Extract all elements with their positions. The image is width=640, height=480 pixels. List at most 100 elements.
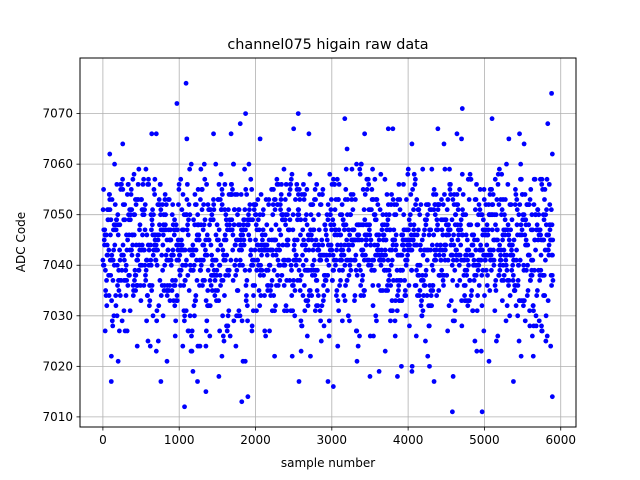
data-point <box>201 222 207 228</box>
data-point <box>454 283 460 288</box>
data-point <box>391 227 397 233</box>
data-point <box>476 202 482 207</box>
data-point <box>313 197 318 202</box>
data-point <box>307 288 313 293</box>
data-point <box>405 166 411 172</box>
data-point <box>526 222 532 228</box>
data-point <box>356 232 362 238</box>
data-point <box>193 298 199 304</box>
data-point <box>326 262 332 268</box>
data-point <box>457 278 463 283</box>
data-point <box>494 227 500 233</box>
data-point <box>216 237 221 243</box>
data-point <box>114 313 120 319</box>
data-point <box>503 257 509 263</box>
data-point <box>550 278 556 283</box>
data-point <box>388 262 394 268</box>
data-point <box>381 257 386 263</box>
data-point <box>178 176 184 182</box>
data-point <box>402 288 408 293</box>
data-point <box>279 181 284 187</box>
data-point <box>435 126 441 132</box>
data-point <box>301 181 306 187</box>
data-point <box>519 227 525 233</box>
data-point <box>404 257 410 263</box>
data-point <box>191 262 197 268</box>
data-point <box>220 333 226 339</box>
data-point <box>424 217 429 223</box>
data-point <box>356 262 362 268</box>
data-point <box>148 262 154 268</box>
data-point <box>253 212 259 218</box>
data-point <box>386 278 392 283</box>
data-point <box>362 288 367 293</box>
data-point <box>323 278 329 283</box>
data-point <box>423 272 429 278</box>
data-point <box>184 227 190 233</box>
data-point <box>515 313 521 319</box>
data-point <box>149 131 155 137</box>
data-point <box>401 212 407 218</box>
data-point <box>217 197 223 202</box>
data-point <box>349 197 355 202</box>
data-point <box>103 288 109 293</box>
data-point <box>357 333 362 339</box>
data-point <box>241 237 247 243</box>
data-point <box>304 212 309 218</box>
data-point <box>163 212 169 218</box>
data-point <box>184 136 190 142</box>
data-point <box>102 328 108 334</box>
data-point <box>311 227 317 233</box>
data-point <box>113 293 119 298</box>
data-point <box>357 171 363 177</box>
data-point <box>243 283 249 288</box>
data-point <box>495 333 501 339</box>
data-point <box>468 293 474 298</box>
data-point <box>188 161 194 167</box>
data-point <box>421 293 427 298</box>
data-point <box>493 288 499 293</box>
data-point <box>211 207 217 213</box>
data-point <box>278 232 284 238</box>
data-point <box>517 131 522 137</box>
data-point <box>545 121 551 127</box>
data-point <box>431 187 437 192</box>
data-point <box>429 242 435 248</box>
data-point <box>532 267 537 273</box>
data-point <box>456 232 462 238</box>
data-point <box>473 272 479 278</box>
data-point <box>368 237 374 243</box>
data-point <box>189 328 195 334</box>
data-point <box>464 252 469 258</box>
data-point <box>168 227 173 233</box>
data-point <box>319 303 325 309</box>
data-point <box>162 197 168 202</box>
data-point <box>339 318 345 324</box>
data-point <box>365 176 371 182</box>
data-point <box>514 222 520 228</box>
data-point <box>398 278 404 283</box>
data-point <box>107 192 112 197</box>
data-point <box>333 257 339 263</box>
data-point <box>131 171 137 177</box>
data-point <box>420 308 426 314</box>
data-point <box>394 308 400 314</box>
data-point <box>255 257 261 263</box>
data-point <box>342 298 348 304</box>
data-point <box>181 283 187 288</box>
data-point <box>485 227 491 233</box>
data-point <box>435 222 440 228</box>
data-point <box>274 176 280 182</box>
data-point <box>110 257 116 263</box>
data-point <box>125 237 131 243</box>
data-point <box>535 207 541 213</box>
data-point <box>117 247 123 253</box>
data-point <box>380 212 386 218</box>
data-point <box>362 131 368 137</box>
data-point <box>510 262 516 268</box>
data-point <box>335 242 340 248</box>
data-point <box>314 288 320 293</box>
data-point <box>373 217 379 223</box>
data-point <box>499 207 505 213</box>
data-point <box>309 232 314 238</box>
